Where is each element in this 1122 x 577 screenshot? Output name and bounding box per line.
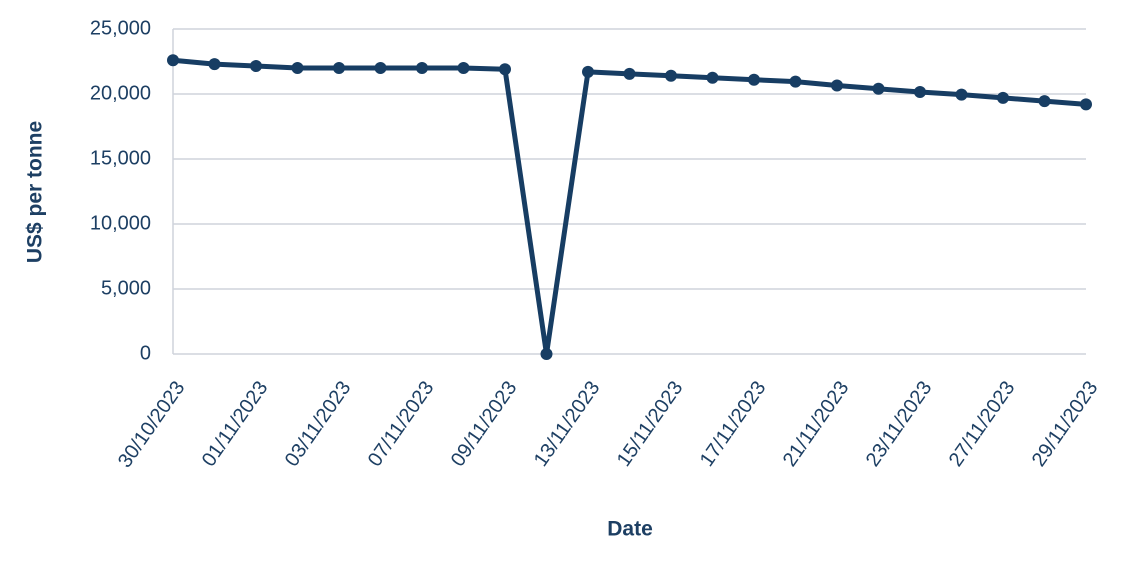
point (706, 71, 719, 84)
x-tick-label: 15/11/2023 (613, 377, 688, 470)
x-axis-title: Date (607, 518, 653, 541)
y-tick-label: 15,000 (90, 147, 151, 169)
x-tick-label: 07/11/2023 (364, 377, 439, 470)
x-tick-label: 27/11/2023 (945, 377, 1020, 470)
point (582, 65, 594, 78)
point (789, 75, 802, 88)
point (540, 348, 553, 360)
point (291, 62, 304, 74)
y-tick-label: 0 (140, 342, 151, 364)
x-tick-label: 13/11/2023 (530, 377, 605, 470)
x-tick-label: 29/11/2023 (1028, 377, 1103, 470)
point (208, 58, 221, 71)
point (333, 62, 345, 74)
point (499, 63, 511, 76)
point (831, 79, 843, 92)
line (172, 57, 1087, 357)
y-tick-label: 10,000 (90, 212, 151, 234)
point (914, 86, 926, 99)
x-tick-label: 30/10/2023 (114, 377, 189, 472)
point (1080, 98, 1092, 111)
y-tick-label: 25,000 (90, 17, 151, 39)
point (665, 69, 677, 82)
point (1038, 95, 1051, 108)
y-tick-label: 20,000 (90, 82, 151, 104)
point (955, 88, 968, 101)
point (872, 82, 885, 95)
y-axis-title: US$ per tonne (24, 121, 47, 263)
y-tick-label: 5,000 (101, 277, 151, 299)
x-tick-label: 17/11/2023 (696, 377, 771, 470)
point (374, 62, 387, 74)
x-tick-label: 23/11/2023 (862, 377, 937, 470)
point (167, 54, 179, 67)
point (623, 67, 636, 80)
x-tick-label: 01/11/2023 (198, 377, 273, 470)
x-tick-label: 21/11/2023 (779, 377, 854, 470)
point (457, 62, 470, 74)
point (250, 60, 262, 73)
point (748, 73, 760, 86)
point (416, 62, 428, 74)
x-tick-label: 03/11/2023 (281, 377, 356, 470)
x-tick-label: 09/11/2023 (447, 377, 522, 470)
point (997, 91, 1009, 104)
